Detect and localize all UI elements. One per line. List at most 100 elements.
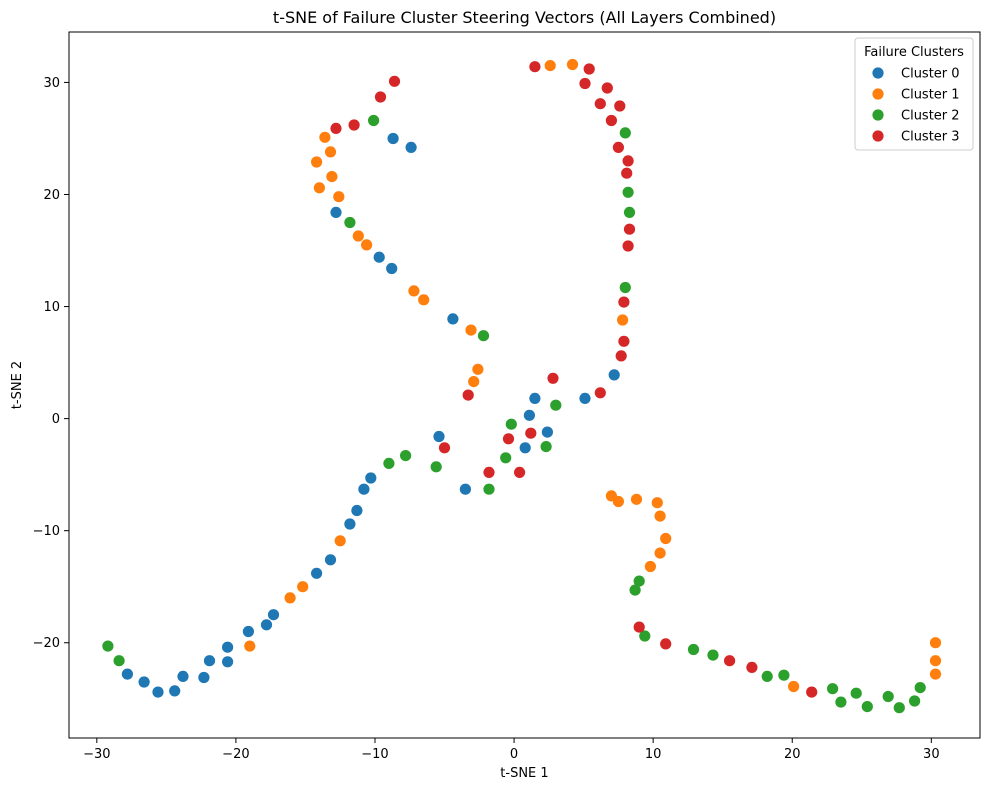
data-point [621,167,633,179]
data-point [929,655,942,667]
data-point [594,387,606,399]
x-tick-label: 10 [645,747,662,762]
legend-entry-label: Cluster 2 [901,109,960,124]
y-tick-label: 10 [43,300,60,315]
data-point [544,60,556,72]
data-point [583,63,595,75]
data-point [618,296,630,308]
data-point [619,127,631,139]
data-point [477,330,490,342]
data-point [169,685,181,697]
data-point [333,191,345,203]
data-point [344,216,356,229]
data-point [639,630,651,642]
data-point [519,442,531,454]
data-point [483,483,495,495]
series-cluster-3 [330,61,818,698]
data-point [260,619,273,631]
data-point [324,146,337,158]
data-point [311,567,323,579]
data-point [724,655,736,667]
data-point [267,609,280,621]
x-tick-label: 30 [923,747,940,762]
data-point [529,61,541,73]
data-point [929,637,942,649]
legend-frame [854,37,974,151]
data-point [541,426,554,438]
data-point [601,82,613,94]
data-point [365,472,377,484]
y-tick-label: −20 [33,636,60,651]
data-point [330,206,342,218]
data-point [654,547,666,559]
plot-area [68,31,981,739]
x-tick-label: −30 [83,747,110,762]
series-cluster-1 [244,58,942,693]
data-point [617,314,629,326]
legend-marker [872,67,884,79]
data-point [547,372,559,384]
data-point [687,643,700,656]
data-point [472,363,484,375]
data-point [203,655,216,667]
data-point [244,640,256,652]
data-point [618,335,630,347]
chart-title: t-SNE of Failure Cluster Steering Vector… [273,8,776,27]
data-point [707,649,719,661]
data-point [319,131,331,143]
data-point [746,661,758,674]
x-tick-label: 0 [510,747,518,762]
data-point [386,262,398,275]
data-point [438,442,451,454]
data-point [806,686,818,698]
data-point [629,584,641,596]
series-cluster-0 [121,132,620,698]
data-point [550,399,562,411]
x-axis: −30 −20 −10 0 10 20 30 [83,738,940,762]
data-point [462,389,474,401]
data-point [660,532,672,545]
data-point [121,668,133,680]
data-point [459,483,471,495]
data-point [893,702,905,714]
data-point [330,122,342,134]
data-point [352,230,364,242]
data-point [405,141,417,153]
legend-marker [872,88,884,100]
legend-entry-label: Cluster 3 [901,130,960,145]
data-point [326,171,338,183]
data-point [579,392,591,404]
data-point [622,240,634,252]
data-point [614,100,626,112]
data-point [373,251,385,263]
data-point [344,518,356,530]
data-point [623,223,636,235]
data-point [633,575,645,587]
data-point [651,497,663,509]
data-point [644,560,657,573]
y-tick-label: 20 [43,188,60,203]
data-point [850,687,862,699]
data-point [358,483,370,495]
data-point [778,669,790,681]
data-point [502,433,515,445]
data-point [297,581,309,593]
y-tick-label: 0 [52,412,60,427]
data-point [605,114,618,127]
y-tick-label: −10 [33,524,60,539]
data-point [514,466,526,478]
data-point [198,671,210,684]
data-point [313,182,325,194]
x-tick-label: −20 [222,747,249,762]
data-point [929,668,942,680]
data-point [334,535,346,547]
data-point [177,670,189,683]
data-point [660,638,672,650]
data-point [388,75,401,87]
data-point [529,392,541,404]
data-point [483,466,495,478]
data-point [914,682,926,694]
legend-marker [872,130,884,142]
data-point [468,376,480,388]
